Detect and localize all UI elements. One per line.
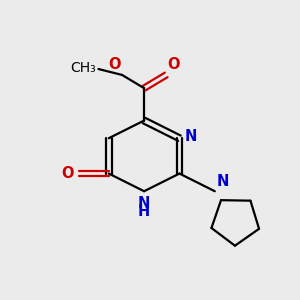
- Text: N: N: [185, 129, 197, 144]
- Text: O: O: [108, 57, 121, 72]
- Text: O: O: [168, 57, 180, 72]
- Text: O: O: [61, 166, 74, 181]
- Text: H: H: [138, 204, 150, 219]
- Text: CH₃: CH₃: [70, 61, 95, 75]
- Text: N: N: [216, 174, 229, 189]
- Text: N: N: [138, 196, 150, 211]
